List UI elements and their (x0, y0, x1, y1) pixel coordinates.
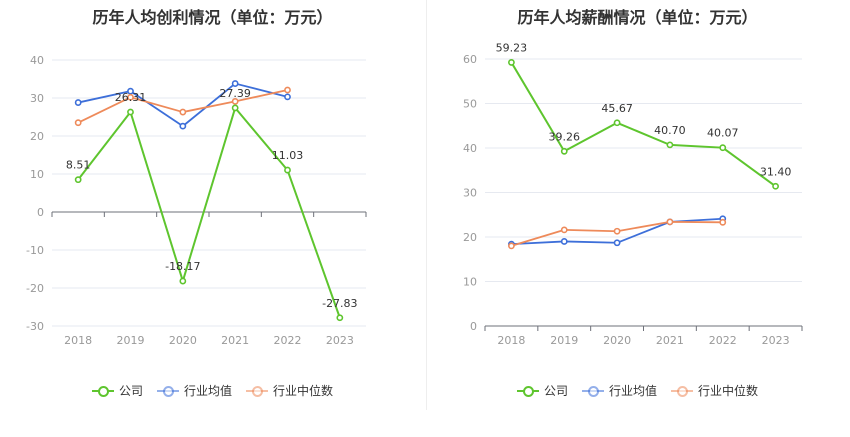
data-point-industry-median (613, 227, 621, 235)
data-point-industry-median (127, 93, 134, 101)
legend-label-company: 公司 (543, 384, 568, 398)
y-tick-label: 20 (463, 231, 477, 244)
legend-label-company: 公司 (118, 384, 143, 398)
salary-chart-title: 历年人均薪酬情况（单位：万元） (517, 8, 758, 27)
legend-swatch-industry-median (671, 385, 693, 397)
legend-label-industry-avg: 行业均值 (183, 384, 232, 398)
data-point-industry-avg (179, 122, 187, 130)
data-point-company (74, 176, 82, 184)
y-tick-label: 20 (30, 130, 44, 143)
profit-per-capita-panel: 历年人均创利情况（单位：万元） -30 -20 -10 0 10 20 30 40 2018 20… (0, 8, 425, 399)
legend-swatch-industry-median (246, 385, 268, 397)
y-tick-label: 40 (463, 142, 477, 155)
data-label: 59.23 (496, 41, 528, 54)
data-label: 31.40 (760, 165, 792, 178)
data-point-industry-avg (613, 239, 621, 247)
profit-chart-title: 历年人均创利情况（单位：万元） (92, 8, 333, 27)
x-tick-label: 2023 (326, 334, 354, 347)
data-point-company (179, 277, 187, 285)
y-tick-label: 10 (463, 276, 477, 289)
data-point-company (613, 119, 621, 127)
salary-chart: 0 10 20 30 40 50 60 2018 2019 2020 2021 2022 2023 59.… (463, 41, 803, 347)
data-point-industry-median (719, 218, 727, 226)
data-point-industry-avg (560, 238, 568, 245)
x-tick-label: 2018 (497, 334, 525, 347)
series-line-company (510, 61, 777, 188)
data-label: 40.07 (707, 127, 739, 140)
data-label: 8.51 (66, 159, 91, 172)
salary-per-capita-panel: 历年人均薪酬情况（单位：万元） 0 10 20 30 40 50 60 2018 2019 202… (425, 0, 850, 437)
series-line-industry-avg (77, 82, 288, 128)
data-point-company (666, 141, 674, 149)
y-tick-label: -20 (26, 282, 44, 295)
data-label: -27.83 (322, 297, 357, 310)
data-point-industry-avg (231, 80, 239, 87)
y-tick-label: 50 (463, 98, 477, 111)
y-tick-label: 10 (30, 168, 44, 181)
data-label: 11.03 (272, 149, 304, 162)
profit-chart: -30 -20 -10 0 10 20 30 40 2018 2019 2020 2021 2022 20… (26, 54, 367, 347)
legend-swatch-company (516, 385, 539, 397)
data-label: -18.17 (165, 260, 200, 273)
x-tick-label: 2020 (169, 334, 197, 347)
x-tick-label: 2018 (64, 334, 92, 347)
data-point-industry-avg (284, 93, 291, 101)
data-point-company (336, 314, 344, 322)
legend-swatch-company (91, 385, 114, 397)
data-label: 26.31 (115, 91, 147, 104)
data-point-industry-avg (74, 99, 82, 106)
legend-item-industry-avg[interactable]: 行业均值 (581, 382, 657, 399)
legend-swatch-industry-avg (581, 385, 604, 397)
data-point-industry-median (284, 86, 291, 94)
legend-item-industry-median[interactable]: 行业中位数 (671, 382, 758, 399)
x-tick-label: 2021 (656, 334, 684, 347)
data-point-industry-median (508, 242, 515, 250)
x-tick-label: 2022 (709, 334, 737, 347)
data-point-company (560, 147, 568, 155)
data-point-industry-median (74, 119, 82, 127)
legend-item-industry-median[interactable]: 行业中位数 (246, 382, 333, 399)
data-point-industry-median (179, 108, 187, 116)
legend-item-company[interactable]: 公司 (91, 382, 143, 399)
x-tick-label: 2019 (550, 334, 578, 347)
y-tick-label: -30 (26, 320, 44, 333)
data-point-company (127, 108, 134, 116)
series-line-company (77, 106, 341, 319)
x-tick-label: 2020 (603, 334, 631, 347)
legend-label-industry-median: 行业中位数 (273, 384, 334, 398)
panel-divider (426, 0, 427, 410)
data-label: 45.67 (601, 102, 633, 115)
data-label: 40.70 (654, 124, 686, 137)
y-tick-label: 30 (463, 187, 477, 200)
x-tick-label: 2021 (221, 334, 249, 347)
data-point-company (719, 144, 727, 152)
legend-swatch-industry-avg (156, 385, 179, 397)
x-tick-label: 2022 (274, 334, 302, 347)
data-label: 27.39 (219, 87, 251, 100)
data-point-company (284, 166, 291, 174)
data-point-company (508, 59, 515, 66)
y-tick-label: 30 (30, 92, 44, 105)
y-tick-label: 60 (463, 53, 477, 66)
data-point-industry-median (560, 226, 568, 234)
x-tick-label: 2019 (117, 334, 145, 347)
data-point-company (231, 104, 239, 112)
legend-item-industry-avg[interactable]: 行业均值 (156, 382, 232, 399)
data-point-industry-median (666, 218, 674, 226)
legend-item-company[interactable]: 公司 (516, 382, 568, 399)
data-point-industry-avg (127, 87, 134, 95)
y-tick-label: 0 (37, 206, 44, 219)
data-label: 39.26 (549, 130, 581, 143)
y-tick-label: 40 (30, 54, 44, 67)
data-point-industry-median (231, 98, 239, 105)
data-point-company (772, 182, 779, 190)
legend-label-industry-avg: 行业均值 (608, 384, 657, 398)
salary-chart-legend: 公司 行业均值 行业中位数 (425, 382, 850, 399)
y-tick-label: 0 (470, 320, 477, 333)
profit-chart-legend: 公司 行业均值 行业中位数 (0, 382, 425, 399)
legend-label-industry-median: 行业中位数 (698, 384, 759, 398)
y-tick-label: -10 (26, 244, 44, 257)
x-tick-label: 2023 (762, 334, 790, 347)
